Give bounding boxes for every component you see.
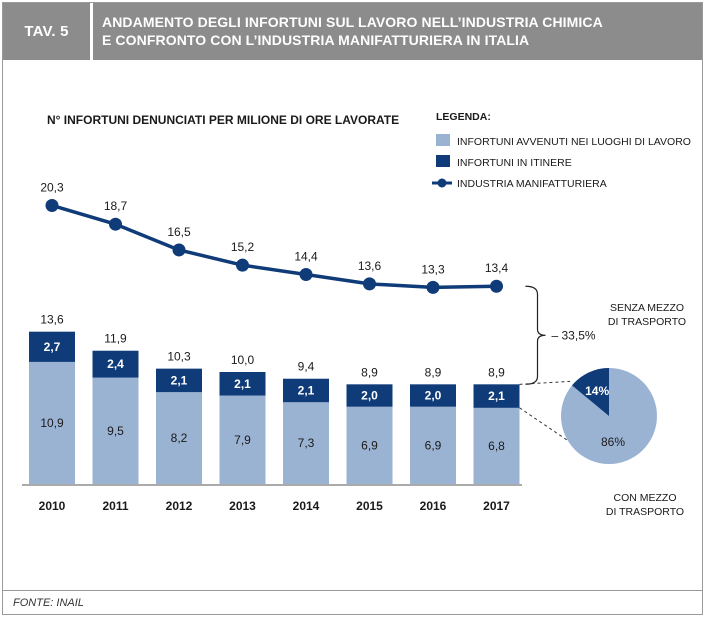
bar-itinere-2010 (29, 331, 75, 362)
line-point-2010 (45, 198, 59, 212)
bar-itinere-2013 (219, 372, 266, 396)
line-label-2011: 18,7 (104, 199, 128, 213)
x-tick-2015: 2015 (356, 499, 383, 513)
footer-divider (2, 590, 703, 591)
annotation-delta: – 33,5% (552, 328, 596, 342)
line-label-2017: 13,4 (485, 261, 509, 275)
bar-itinere-2017 (473, 384, 520, 408)
header: TAV. 5 ANDAMENTO DEGLI INFORTUNI SUL LAV… (3, 3, 702, 60)
bar-itinere-2014 (283, 378, 329, 403)
line-manifatturiera (51, 203, 497, 290)
label-total-2010: 13,6 (40, 313, 64, 327)
legend-label-manifatturiera: INDUSTRIA MANIFATTURIERA (457, 178, 607, 190)
label-luoghi-2016: 6,9 (425, 438, 442, 452)
line-label-2013: 15,2 (231, 240, 255, 254)
chart-title: N° INFORTUNI DENUNCIATI PER MILIONE DI O… (47, 113, 399, 127)
bar-luoghi-2010 (29, 361, 75, 484)
line-point-2017 (490, 279, 503, 293)
bar-luoghi-2015 (346, 406, 393, 484)
brace (525, 285, 546, 385)
label-itinere-2017: 2,1 (488, 389, 505, 403)
line-label-2012: 16,5 (167, 225, 191, 239)
label-itinere-2013: 2,1 (234, 377, 251, 391)
label-luoghi-2014: 7,3 (298, 436, 315, 450)
line-point-2015 (363, 277, 376, 291)
bar-luoghi-2013 (219, 395, 266, 484)
label-total-2015: 8,9 (361, 365, 378, 379)
bar-luoghi-2017 (473, 407, 520, 484)
table-tag: TAV. 5 (3, 3, 90, 60)
label-itinere-2014: 2,1 (298, 383, 315, 397)
pie-outer-senza-line2: DI TRASPORTO (608, 316, 686, 328)
label-itinere-2010: 2,7 (44, 340, 61, 354)
pie-outer-con-line1: CON MEZZO (614, 492, 677, 504)
x-tick-2016: 2016 (420, 499, 447, 513)
x-tick-2011: 2011 (102, 499, 128, 513)
bar-luoghi-2016 (410, 406, 456, 484)
label-total-2017: 8,9 (488, 365, 505, 379)
source-note: FONTE: INAIL (13, 597, 84, 609)
label-luoghi-2013: 7,9 (234, 433, 251, 447)
label-luoghi-2015: 6,9 (361, 438, 378, 452)
line-point-2014 (299, 268, 313, 282)
label-itinere-2016: 2,0 (425, 389, 442, 403)
pie-outer-con-line2: DI TRASPORTO (606, 506, 684, 518)
line-label-2015: 13,6 (358, 259, 382, 273)
connector-top (519, 380, 571, 385)
label-total-2012: 10,3 (167, 350, 191, 364)
legend-title: LEGENDA: (436, 111, 491, 123)
pie-outer-senza-line1: SENZA MEZZO (610, 302, 684, 314)
x-tick-2017: 2017 (483, 499, 510, 513)
label-total-2013: 10,0 (231, 353, 255, 367)
label-itinere-2012: 2,1 (171, 373, 188, 387)
pie-label-senza: 14% (585, 384, 609, 398)
legend-swatch-luoghi (436, 134, 450, 146)
bar-itinere-2011 (92, 350, 139, 378)
connector-bottom (519, 407, 568, 441)
bar-itinere-2015 (346, 384, 393, 407)
line-point-2012 (172, 243, 186, 257)
label-total-2011: 11,9 (104, 332, 127, 346)
line-label-2014: 14,4 (294, 250, 318, 264)
label-luoghi-2010: 10,9 (40, 416, 64, 430)
label-total-2014: 9,4 (298, 360, 315, 374)
bar-itinere-2016 (410, 384, 456, 407)
bar-luoghi-2012 (156, 392, 202, 484)
line-point-2016 (426, 280, 440, 294)
x-tick-2010: 2010 (39, 499, 66, 513)
table-title: ANDAMENTO DEGLI INFORTUNI SUL LAVORO NEL… (93, 3, 702, 60)
legend-swatch-itinere (436, 155, 450, 167)
bar-luoghi-2011 (92, 377, 139, 484)
line-point-2011 (109, 217, 122, 231)
label-luoghi-2017: 6,8 (488, 439, 505, 453)
legend-label-itinere: INFORTUNI IN ITINERE (457, 157, 572, 169)
legend-marker-manifatturiera (437, 178, 447, 188)
title-line-2: E CONFRONTO CON L’INDUSTRIA MANIFATTURIE… (102, 32, 530, 48)
label-itinere-2011: 2,4 (107, 357, 124, 371)
x-tick-2013: 2013 (229, 499, 256, 513)
line-point-2013 (236, 258, 249, 272)
label-total-2016: 8,9 (425, 365, 442, 379)
line-label-2010: 20,3 (40, 180, 64, 194)
title-line-1: ANDAMENTO DEGLI INFORTUNI SUL LAVORO NEL… (102, 14, 603, 30)
pie-label-con: 86% (601, 435, 625, 449)
pie-slice-senza-mezzo (572, 368, 609, 416)
bar-luoghi-2014 (283, 402, 329, 484)
x-tick-2014: 2014 (293, 499, 320, 513)
label-luoghi-2011: 9,5 (107, 424, 124, 438)
line-label-2016: 13,3 (421, 262, 445, 276)
bar-itinere-2012 (156, 368, 202, 393)
label-itinere-2015: 2,0 (361, 389, 378, 403)
label-luoghi-2012: 8,2 (171, 431, 188, 445)
legend-label-luoghi: INFORTUNI AVVENUTI NEI LUOGHI DI LAVORO (457, 136, 691, 148)
x-tick-2012: 2012 (166, 499, 193, 513)
